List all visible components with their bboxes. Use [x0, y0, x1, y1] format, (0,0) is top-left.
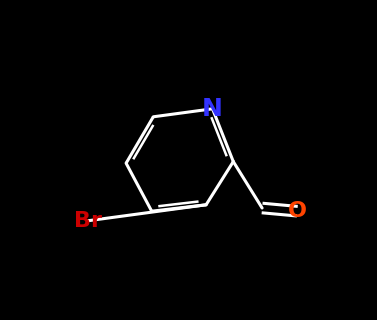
Text: Br: Br [74, 211, 102, 231]
Text: O: O [288, 201, 307, 221]
Text: N: N [202, 97, 223, 121]
